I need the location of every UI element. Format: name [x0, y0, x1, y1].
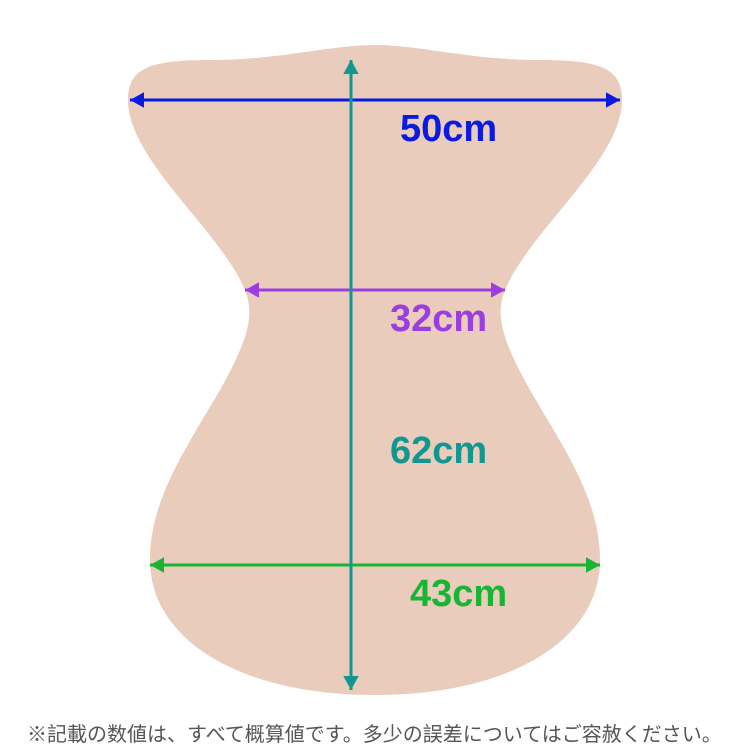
footnote-text: ※記載の数値は、すべて概算値です。多少の誤差についてはご容赦ください。	[27, 718, 722, 747]
measurement-label-waist: 32cm	[390, 298, 487, 341]
measurement-label-bottom: 43cm	[410, 573, 507, 616]
measurement-diagram	[0, 0, 750, 750]
measurement-label-top: 50cm	[400, 108, 497, 151]
measurement-label-height: 62cm	[390, 430, 487, 473]
body-silhouette	[128, 45, 622, 695]
